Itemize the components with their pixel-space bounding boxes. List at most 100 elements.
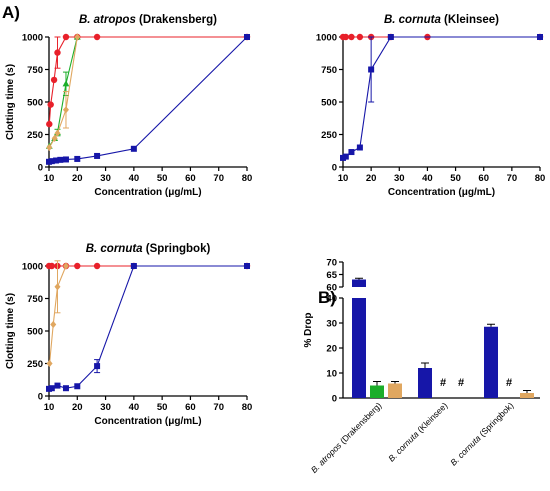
category-species: B. cornuta — [448, 433, 483, 468]
data-point — [46, 120, 53, 128]
x-tick-label: 10 — [44, 173, 55, 184]
category-label: B. cornuta (Springbok) — [448, 400, 515, 467]
x-tick-label: 50 — [450, 173, 461, 184]
data-point — [356, 144, 363, 151]
x-tick-label: 10 — [338, 173, 349, 184]
panel-label-a: A) — [2, 3, 20, 22]
bar — [520, 393, 534, 398]
data-point — [130, 145, 137, 152]
bar — [370, 385, 384, 398]
data-point — [74, 262, 81, 270]
data-point — [368, 66, 375, 73]
bar — [418, 368, 432, 398]
chart-title-locality: (Drakensberg) — [136, 14, 217, 26]
data-point — [387, 34, 394, 40]
line-chart-cornuta-springbok: B. cornuta (Springbok) 10 20 30 40 50 60 70 80 0 2… — [5, 243, 252, 427]
x-tick-label: 50 — [157, 173, 168, 184]
chart-title-locality: (Kleinsee) — [441, 14, 499, 26]
data-point — [54, 382, 61, 389]
y-tick-label: 60 — [326, 282, 337, 293]
data-point — [47, 101, 54, 108]
series-line — [48, 265, 247, 390]
data-point — [74, 155, 81, 162]
data-point — [48, 262, 56, 270]
line-chart-atropos-drakensberg: B. atropos (Drakensberg) 10 20 30 40 50 60 70 80… — [5, 14, 252, 198]
data-point — [54, 129, 61, 137]
category-label: B. atropos (Drakensberg) — [309, 400, 384, 475]
x-tick-label: 80 — [242, 173, 253, 184]
y-tick-label: 30 — [326, 318, 337, 329]
y-tick-label: 0 — [38, 391, 43, 402]
x-tick-label: 80 — [242, 402, 253, 413]
y-tick-label: 500 — [27, 97, 43, 108]
data-point — [53, 157, 60, 164]
data-point — [50, 320, 57, 329]
data-point — [342, 33, 350, 41]
line-chart-cornuta-kleinsee: B. cornuta (Kleinsee) 10 20 30 40 50 60 70 80 0 25… — [316, 14, 545, 198]
data-point — [244, 263, 250, 269]
series-line — [342, 36, 540, 159]
panel-label-b: B) — [318, 288, 336, 307]
chart-title-species: B. atropos — [79, 14, 136, 26]
category-locality: (Kleinsee) — [414, 400, 450, 436]
x-tick-label: 30 — [100, 173, 111, 184]
bar-lower-segment — [352, 298, 366, 398]
category-locality: (Drakensberg) — [336, 400, 383, 447]
data-point — [62, 33, 70, 41]
data-point — [94, 152, 101, 159]
no-data-marker: # — [506, 377, 512, 389]
data-point — [62, 262, 69, 270]
data-point — [74, 383, 81, 390]
bar — [388, 383, 402, 398]
x-axis-label: Concentration (μg/mL) — [94, 416, 201, 427]
y-axis-label: Clotting time (s) — [5, 64, 16, 140]
data-point — [62, 156, 69, 163]
x-axis-label: Concentration (μg/mL) — [94, 187, 201, 198]
y-tick-label: 1000 — [22, 261, 43, 272]
data-point — [48, 158, 55, 165]
x-tick-label: 60 — [185, 402, 196, 413]
no-data-marker: # — [440, 377, 446, 389]
x-tick-label: 10 — [44, 402, 55, 413]
data-point — [244, 34, 250, 40]
no-data-marker: # — [458, 377, 464, 389]
y-axis-label: Clotting time (s) — [5, 293, 16, 369]
y-tick-label: 10 — [326, 368, 337, 379]
y-tick-label: 20 — [326, 343, 337, 354]
chart-title: B. cornuta (Kleinsee) — [384, 14, 499, 26]
bar-upper-segment — [352, 279, 366, 287]
x-tick-label: 40 — [422, 173, 433, 184]
bar — [484, 326, 498, 398]
data-point — [348, 33, 355, 41]
category-species: B. atropos — [309, 440, 344, 475]
data-point — [62, 385, 69, 392]
x-tick-label: 40 — [129, 173, 140, 184]
data-point — [62, 106, 69, 114]
category-species: B. cornuta — [386, 429, 421, 464]
y-tick-label: 1000 — [22, 32, 43, 43]
y-tick-label: 0 — [332, 162, 337, 173]
y-tick-label: 65 — [326, 270, 337, 281]
data-point — [356, 33, 364, 41]
data-point — [342, 153, 349, 160]
data-point — [93, 33, 101, 41]
y-tick-label: 40 — [326, 293, 337, 304]
chart-title: B. cornuta (Springbok) — [86, 243, 211, 255]
y-tick-label: 500 — [27, 326, 43, 337]
x-tick-label: 30 — [100, 402, 111, 413]
y-axis-label: % Drop — [303, 313, 314, 348]
series-line — [49, 265, 67, 364]
series-line — [48, 36, 248, 163]
x-tick-label: 50 — [157, 402, 168, 413]
y-tick-label: 500 — [321, 97, 337, 108]
y-tick-label: 250 — [27, 130, 43, 141]
y-tick-label: 750 — [27, 65, 43, 76]
data-point — [54, 283, 61, 291]
x-tick-label: 20 — [72, 173, 83, 184]
chart-title-species: B. cornuta — [384, 14, 441, 26]
series-line — [48, 36, 247, 125]
x-tick-label: 80 — [535, 173, 546, 184]
y-tick-label: 1000 — [316, 32, 337, 43]
